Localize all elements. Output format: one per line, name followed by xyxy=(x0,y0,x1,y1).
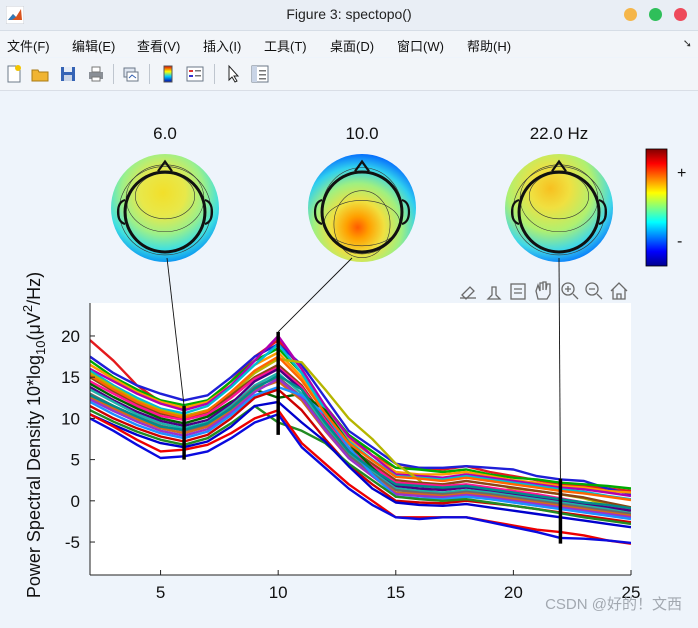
nose-icon xyxy=(157,159,173,172)
colorbar-icon[interactable] xyxy=(158,64,178,84)
menu-window[interactable]: 窗口(W) xyxy=(397,39,444,54)
figure-toolbar xyxy=(0,58,698,91)
y-tick-label: 10 xyxy=(61,409,80,428)
matlab-app-icon xyxy=(6,6,24,24)
menu-view[interactable]: 查看(V) xyxy=(137,39,181,54)
psd-series-line-2[interactable] xyxy=(90,347,631,490)
menu-bar: 文件(F) 编辑(E) 查看(V) 插入(I) 工具(T) 桌面(D) 窗口(W… xyxy=(0,31,698,57)
topomap-connector-line xyxy=(166,257,185,407)
head-outline xyxy=(123,170,207,254)
colorbar-minus-label: - xyxy=(677,233,682,250)
right-ear-icon xyxy=(598,198,608,226)
menu-edit[interactable]: 编辑(E) xyxy=(72,39,116,54)
psd-series-line-8[interactable] xyxy=(90,366,631,511)
topomap-1[interactable] xyxy=(308,154,416,262)
psd-series-line-18[interactable] xyxy=(90,400,631,529)
title-bar: Figure 3: spectopo() xyxy=(0,0,698,31)
toolbar-separator xyxy=(149,64,150,84)
topomap-label-10hz: 10.0 xyxy=(345,124,378,143)
left-ear-icon xyxy=(510,198,520,226)
psd-series-line-21[interactable] xyxy=(90,374,631,510)
toolbar-separator xyxy=(113,64,114,84)
psd-series-line-19[interactable] xyxy=(90,409,631,545)
window-title: Figure 3: spectopo() xyxy=(286,6,412,22)
topomap-2[interactable] xyxy=(505,154,613,262)
psd-series-line-11[interactable] xyxy=(90,371,631,515)
y-tick-label: 15 xyxy=(61,368,80,387)
y-tick-label: -5 xyxy=(65,533,80,552)
left-ear-icon xyxy=(313,198,323,226)
brush-icon[interactable] xyxy=(460,286,476,300)
y-axis-label: Power Spectral Density 10*log10(μV2/Hz) xyxy=(20,272,48,598)
spectopo-figure: 6.0 10.0 22.0 Hz + - 5 10 15 20 25 -5 0 5 10 15 20… xyxy=(20,124,686,613)
head-outline xyxy=(517,170,601,254)
maximize-button[interactable] xyxy=(649,8,662,21)
menu-insert[interactable]: 插入(I) xyxy=(203,39,242,54)
y-tick-label: 0 xyxy=(71,492,80,511)
new-figure-icon[interactable] xyxy=(4,64,24,84)
figure-canvas[interactable]: 6.0 10.0 22.0 Hz + - 5 10 15 20 25 -5 0 5 10 15 20… xyxy=(0,91,698,623)
menu-file[interactable]: 文件(F) xyxy=(7,39,50,54)
axes-toolbar xyxy=(460,281,628,300)
psd-series-line-17[interactable] xyxy=(90,404,631,526)
psd-series-line-4[interactable] xyxy=(90,334,631,498)
nose-icon xyxy=(551,159,567,172)
psd-series-line-22[interactable] xyxy=(90,355,631,502)
topomap-label-22hz: 22.0 Hz xyxy=(530,124,589,143)
legend-icon[interactable] xyxy=(185,64,205,84)
menu-desktop[interactable]: 桌面(D) xyxy=(330,39,375,54)
restore-view-icon[interactable] xyxy=(510,283,526,300)
print-icon[interactable] xyxy=(86,64,106,84)
topomap-disk xyxy=(505,154,613,262)
minimize-button[interactable] xyxy=(624,8,637,21)
menu-tools[interactable]: 工具(T) xyxy=(264,39,307,54)
topomap-disk xyxy=(111,154,219,262)
psd-series-line-14[interactable] xyxy=(90,377,631,519)
pan-icon[interactable] xyxy=(535,281,551,300)
x-tick-label: 20 xyxy=(504,583,523,602)
x-tick-label: 15 xyxy=(386,583,405,602)
x-tick-label: 5 xyxy=(156,583,165,602)
zoom-in-icon[interactable] xyxy=(561,282,579,300)
home-icon[interactable] xyxy=(610,282,628,300)
y-tick-label: 5 xyxy=(71,451,80,470)
save-icon[interactable] xyxy=(58,64,78,84)
topomap-connector-line xyxy=(277,257,353,333)
toolbar-separator xyxy=(214,64,215,84)
data-tips-icon[interactable] xyxy=(486,286,502,300)
psd-series-line-1[interactable] xyxy=(90,342,631,496)
pointer-icon[interactable] xyxy=(224,64,244,84)
open-file-icon[interactable] xyxy=(30,64,50,84)
close-button[interactable] xyxy=(674,8,687,21)
head-outline xyxy=(320,170,404,254)
x-tick-label: 25 xyxy=(622,583,641,602)
nose-icon xyxy=(354,159,370,172)
menu-help[interactable]: 帮助(H) xyxy=(467,39,512,54)
colorbar-plus-label: + xyxy=(677,165,686,182)
y-tick-label: 20 xyxy=(61,327,80,346)
link-plot-icon[interactable] xyxy=(121,64,141,84)
topomap-contour xyxy=(333,190,391,258)
zoom-out-icon[interactable] xyxy=(585,282,603,300)
topomap-connector-line xyxy=(558,257,561,479)
psd-series-line-20[interactable] xyxy=(90,413,631,545)
right-ear-icon xyxy=(204,198,214,226)
left-ear-icon xyxy=(116,198,126,226)
colorbar[interactable] xyxy=(645,148,668,267)
topomap-label-6hz: 6.0 xyxy=(153,124,177,143)
property-editor-icon[interactable] xyxy=(250,64,270,84)
watermark: CSDN @好的！文西 xyxy=(545,596,682,613)
dock-arrow-icon[interactable]: ➘ xyxy=(682,38,692,50)
right-ear-icon xyxy=(401,198,411,226)
topomap-0[interactable] xyxy=(111,154,219,262)
x-tick-label: 10 xyxy=(269,583,288,602)
